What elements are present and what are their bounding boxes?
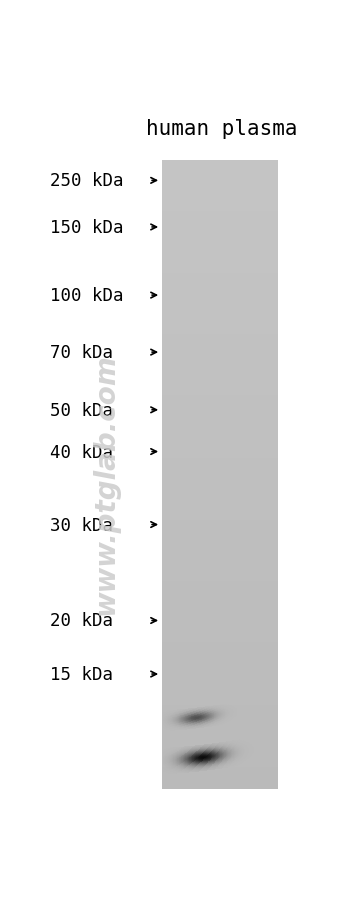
Text: human plasma: human plasma: [146, 119, 298, 139]
Text: 100 kDa: 100 kDa: [50, 287, 124, 305]
Text: 150 kDa: 150 kDa: [50, 218, 124, 236]
Text: 50 kDa: 50 kDa: [50, 401, 114, 419]
Text: 70 kDa: 70 kDa: [50, 344, 114, 362]
Text: 40 kDa: 40 kDa: [50, 443, 114, 461]
Text: 15 kDa: 15 kDa: [50, 666, 114, 684]
Text: 20 kDa: 20 kDa: [50, 612, 114, 630]
Text: 30 kDa: 30 kDa: [50, 516, 114, 534]
Text: 250 kDa: 250 kDa: [50, 172, 124, 190]
Text: www.ptglab.com: www.ptglab.com: [92, 353, 120, 614]
